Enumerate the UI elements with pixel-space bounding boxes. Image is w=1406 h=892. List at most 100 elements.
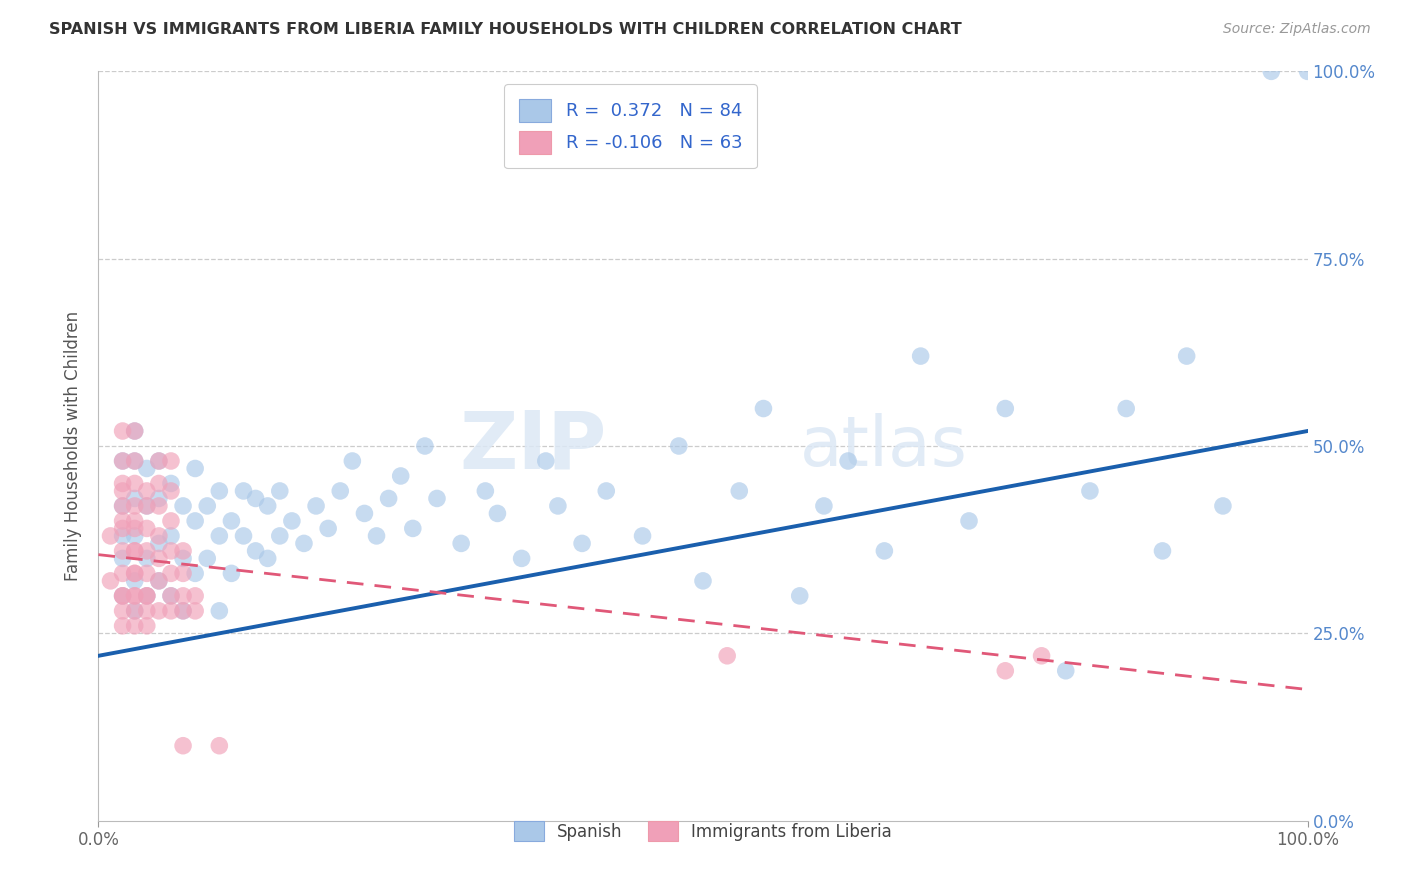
Point (534, 454, 557, 468)
Point (172, 589, 194, 603)
Point (837, 454, 859, 468)
Point (510, 551, 533, 566)
Point (668, 439, 690, 453)
Point (111, 521, 134, 535)
Point (1054, 664, 1077, 678)
Point (124, 604, 146, 618)
Point (994, 664, 1017, 678)
Point (124, 424, 146, 438)
Point (595, 483, 617, 498)
Legend: Spanish, Immigrants from Liberia: Spanish, Immigrants from Liberia (506, 813, 900, 850)
Point (160, 589, 183, 603)
Point (1296, 64, 1319, 78)
Text: Source: ZipAtlas.com: Source: ZipAtlas.com (1223, 22, 1371, 37)
Point (124, 499, 146, 513)
Point (329, 483, 352, 498)
Point (160, 514, 183, 528)
Point (221, 566, 243, 581)
Point (124, 514, 146, 528)
Point (184, 514, 207, 528)
Point (111, 551, 134, 566)
Point (245, 544, 267, 558)
Point (172, 551, 194, 566)
Point (957, 514, 980, 528)
Point (135, 521, 157, 535)
Point (135, 499, 157, 513)
Point (160, 529, 183, 543)
Point (366, 529, 388, 543)
Point (172, 499, 194, 513)
Text: SPANISH VS IMMIGRANTS FROM LIBERIA FAMILY HOUSEHOLDS WITH CHILDREN CORRELATION C: SPANISH VS IMMIGRANTS FROM LIBERIA FAMIL… (49, 22, 962, 37)
Point (160, 476, 183, 491)
Point (208, 483, 231, 498)
Point (135, 604, 157, 618)
Point (111, 589, 134, 603)
Point (148, 574, 170, 588)
Point (124, 454, 146, 468)
Point (160, 544, 183, 558)
Point (111, 424, 134, 438)
Point (221, 514, 243, 528)
Point (1115, 401, 1137, 416)
Point (135, 589, 157, 603)
Point (486, 507, 509, 521)
Point (413, 439, 436, 453)
Point (402, 521, 425, 535)
Point (172, 566, 194, 581)
Point (135, 589, 157, 603)
Point (111, 514, 134, 528)
Point (124, 521, 146, 535)
Point (1152, 544, 1174, 558)
Point (184, 604, 207, 618)
Point (232, 483, 254, 498)
Point (124, 544, 146, 558)
Point (111, 619, 134, 633)
Point (208, 529, 231, 543)
Point (148, 551, 170, 566)
Y-axis label: Family Households with Children: Family Households with Children (65, 311, 83, 581)
Point (124, 619, 146, 633)
Point (342, 454, 364, 468)
Point (160, 483, 183, 498)
Point (148, 499, 170, 513)
Point (1078, 483, 1101, 498)
Point (100, 574, 122, 588)
Point (111, 454, 134, 468)
Point (208, 604, 231, 618)
Point (172, 739, 194, 753)
Point (124, 566, 146, 581)
Point (135, 619, 157, 633)
Point (135, 544, 157, 558)
Point (208, 739, 231, 753)
Point (256, 551, 278, 566)
Point (148, 604, 170, 618)
Point (135, 566, 157, 581)
Point (1175, 349, 1198, 363)
Point (1031, 648, 1053, 663)
Point (389, 469, 412, 483)
Point (571, 536, 593, 550)
Point (135, 589, 157, 603)
Point (135, 551, 157, 566)
Point (111, 566, 134, 581)
Point (269, 529, 291, 543)
Point (184, 589, 207, 603)
Point (426, 491, 449, 506)
Point (160, 566, 183, 581)
Point (316, 521, 339, 535)
Point (111, 604, 134, 618)
Point (631, 529, 654, 543)
Text: ZIP: ZIP (458, 407, 606, 485)
Point (450, 536, 472, 550)
Point (124, 424, 146, 438)
Point (148, 529, 170, 543)
Point (305, 499, 328, 513)
Point (124, 491, 146, 506)
Point (716, 648, 738, 663)
Point (195, 551, 218, 566)
Point (245, 491, 267, 506)
Point (111, 529, 134, 543)
Point (160, 454, 183, 468)
Point (160, 589, 183, 603)
Point (124, 476, 146, 491)
